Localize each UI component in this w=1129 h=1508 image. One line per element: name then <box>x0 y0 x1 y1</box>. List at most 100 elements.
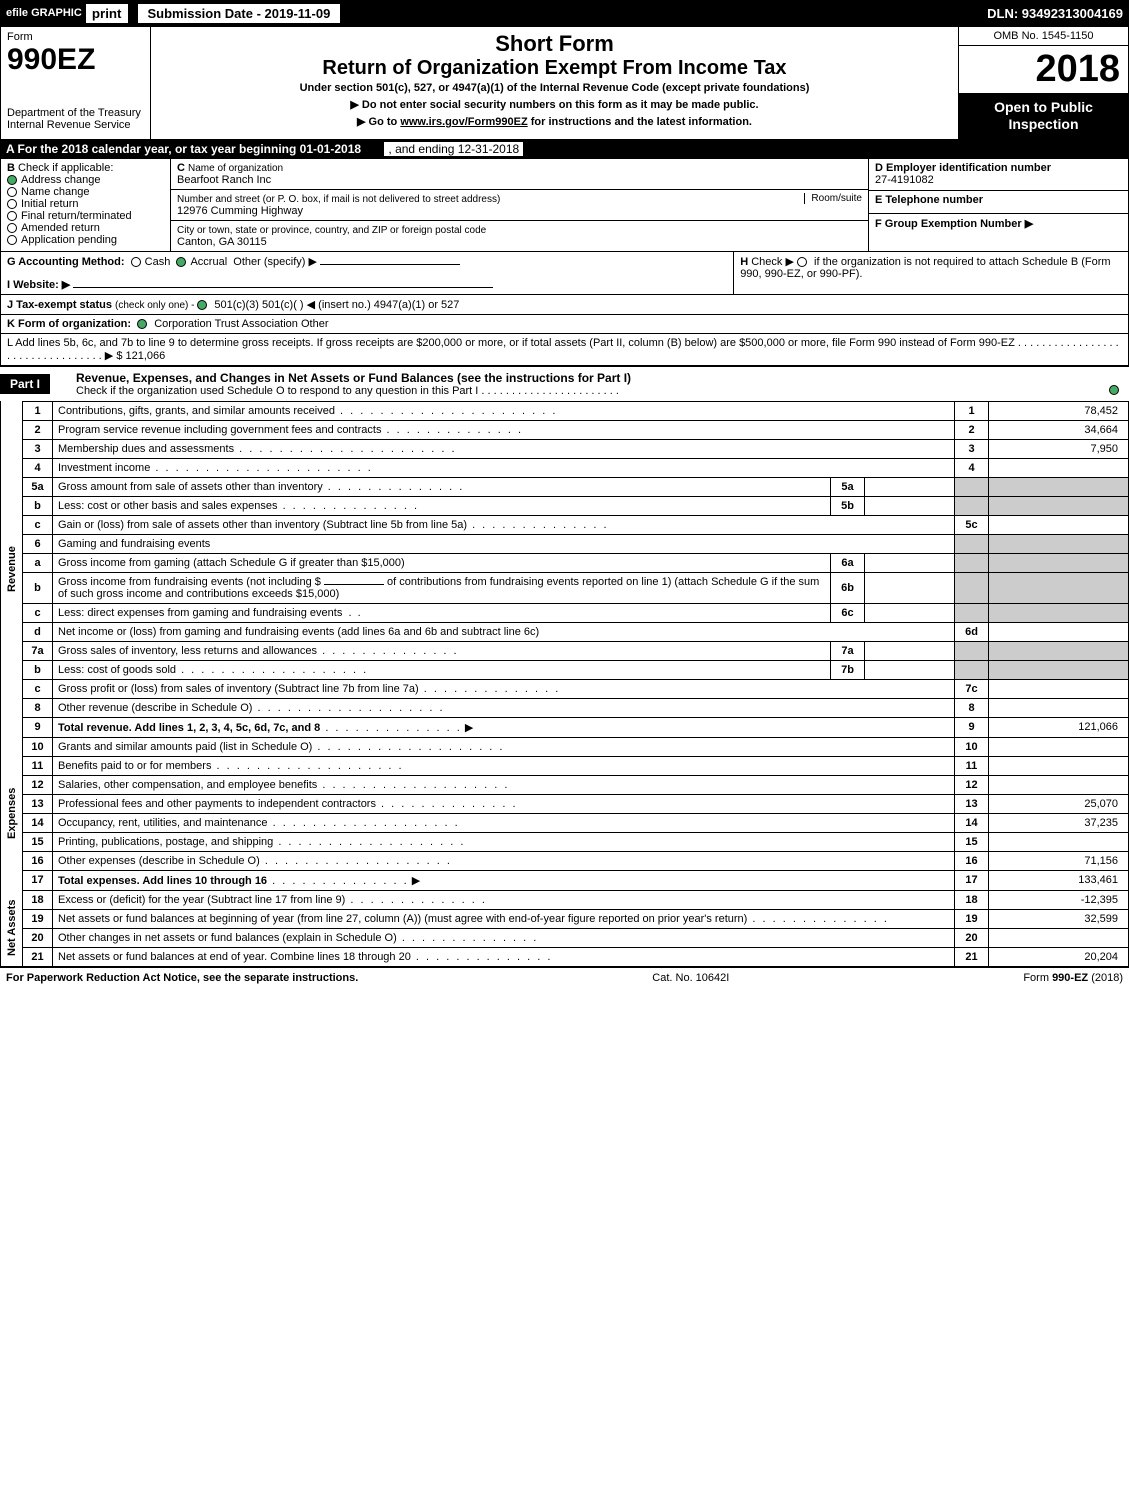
checkbox-pending[interactable] <box>7 235 17 245</box>
l15-ref: 15 <box>955 832 989 851</box>
l3-amt: 7,950 <box>989 439 1129 458</box>
l7c-ref: 7c <box>955 679 989 698</box>
l7a-num: 7a <box>23 641 53 660</box>
graphic-label: GRAPHIC <box>31 7 82 19</box>
l3-ref: 3 <box>955 439 989 458</box>
form-label: Form <box>7 31 33 43</box>
l16-amt: 71,156 <box>989 851 1129 870</box>
irs-link[interactable]: www.irs.gov/Form990EZ <box>400 116 527 128</box>
l14-ref: 14 <box>955 813 989 832</box>
checkbox-final-return[interactable] <box>7 211 17 221</box>
l10-num: 10 <box>23 737 53 756</box>
l-amount: $ 121,066 <box>116 350 165 362</box>
l5c-amt <box>989 515 1129 534</box>
l6c-sub: 6c <box>831 603 865 622</box>
checkbox-amended[interactable] <box>7 223 17 233</box>
j-opts: 501(c)(3) 501(c)( ) ◀ (insert no.) 4947(… <box>214 299 459 311</box>
l19-desc: Net assets or fund balances at beginning… <box>58 913 889 925</box>
l3-num: 3 <box>23 439 53 458</box>
l12-desc: Salaries, other compensation, and employ… <box>58 779 509 791</box>
c-name-label: Name of organization <box>188 163 283 174</box>
street-label: Number and street (or P. O. box, if mail… <box>177 194 500 205</box>
tax-year-row: A For the 2018 calendar year, or tax yea… <box>0 140 1129 158</box>
l16-desc: Other expenses (describe in Schedule O) <box>58 855 452 867</box>
l17-amt: 133,461 <box>989 870 1129 890</box>
l6b-sub: 6b <box>831 572 865 603</box>
l5a-desc: Gross amount from sale of assets other t… <box>58 481 464 493</box>
checkbox-address-change[interactable] <box>7 175 17 185</box>
part1-title: Revenue, Expenses, and Changes in Net As… <box>76 371 631 385</box>
j-detail: (check only one) - <box>115 300 197 311</box>
l5c-num: c <box>23 515 53 534</box>
l6d-amt <box>989 622 1129 641</box>
l9-ref: 9 <box>955 717 989 737</box>
sidebar-netassets: Net Assets <box>1 890 23 966</box>
checkbox-accrual[interactable] <box>176 257 186 267</box>
subtitle: Under section 501(c), 527, or 4947(a)(1)… <box>157 82 952 94</box>
page-footer: For Paperwork Reduction Act Notice, see … <box>0 967 1129 988</box>
l5b-sub: 5b <box>831 496 865 515</box>
footer-left: For Paperwork Reduction Act Notice, see … <box>6 972 358 984</box>
opt-amended: Amended return <box>21 222 100 234</box>
l5b-num: b <box>23 496 53 515</box>
l1-desc: Contributions, gifts, grants, and simila… <box>58 405 557 417</box>
b-checkif: Check if applicable: <box>18 162 113 174</box>
l2-ref: 2 <box>955 420 989 439</box>
l10-desc: Grants and similar amounts paid (list in… <box>58 741 504 753</box>
l1-amt: 78,452 <box>989 401 1129 420</box>
l21-desc: Net assets or fund balances at end of ye… <box>58 951 552 963</box>
omb-number: OMB No. 1545-1150 <box>959 27 1128 46</box>
city-label: City or town, state or province, country… <box>177 225 486 236</box>
tax-year-begin: A For the 2018 calendar year, or tax yea… <box>6 142 361 156</box>
checkbox-schedule-o[interactable] <box>1109 385 1119 395</box>
j-label: J Tax-exempt status <box>7 299 112 311</box>
instr-ssn: ▶ Do not enter social security numbers o… <box>157 98 952 111</box>
l14-num: 14 <box>23 813 53 832</box>
k-opts: Corporation Trust Association Other <box>154 318 328 330</box>
l13-desc: Professional fees and other payments to … <box>58 798 518 810</box>
l5a-num: 5a <box>23 477 53 496</box>
l13-ref: 13 <box>955 794 989 813</box>
l5a-subval <box>865 477 955 496</box>
l11-desc: Benefits paid to or for members <box>58 760 404 772</box>
l12-num: 12 <box>23 775 53 794</box>
f-label: F Group Exemption Number ▶ <box>875 218 1033 230</box>
checkbox-501c3[interactable] <box>197 300 207 310</box>
efile-label: efile <box>6 7 28 19</box>
street-value: 12976 Cumming Highway <box>177 205 303 217</box>
l6-num: 6 <box>23 534 53 553</box>
checkbox-initial-return[interactable] <box>7 199 17 209</box>
l6c-num: c <box>23 603 53 622</box>
l17-num: 17 <box>23 870 53 890</box>
checkbox-name-change[interactable] <box>7 187 17 197</box>
form-number: 990EZ <box>7 43 95 76</box>
l20-desc: Other changes in net assets or fund bala… <box>58 932 538 944</box>
org-info-grid: B Check if applicable: Address change Na… <box>0 158 1129 252</box>
l8-ref: 8 <box>955 698 989 717</box>
l5c-desc: Gain or (loss) from sale of assets other… <box>58 519 609 531</box>
l5c-ref: 5c <box>955 515 989 534</box>
l-text: L Add lines 5b, 6c, and 7b to line 9 to … <box>7 337 1119 362</box>
checkbox-cash[interactable] <box>131 257 141 267</box>
l17-desc: Total expenses. Add lines 10 through 16 <box>58 875 267 887</box>
l8-num: 8 <box>23 698 53 717</box>
l6d-num: d <box>23 622 53 641</box>
l2-num: 2 <box>23 420 53 439</box>
l12-ref: 12 <box>955 775 989 794</box>
l3-desc: Membership dues and assessments <box>58 443 457 455</box>
print-button[interactable]: print <box>85 3 129 24</box>
l17-ref: 17 <box>955 870 989 890</box>
checkbox-schedule-b[interactable] <box>797 257 807 267</box>
l2-amt: 34,664 <box>989 420 1129 439</box>
l4-desc: Investment income <box>58 462 373 474</box>
irs-label: Internal Revenue Service <box>7 119 144 131</box>
sidebar-expenses: Expenses <box>1 737 23 890</box>
l13-amt: 25,070 <box>989 794 1129 813</box>
l20-num: 20 <box>23 928 53 947</box>
checkbox-corp[interactable] <box>137 319 147 329</box>
tax-year-end: , and ending 12-31-2018 <box>384 142 523 156</box>
form-header: Form 990EZ Department of the Treasury In… <box>0 26 1129 140</box>
l6d-ref: 6d <box>955 622 989 641</box>
l9-desc: Total revenue. Add lines 1, 2, 3, 4, 5c,… <box>58 722 320 734</box>
footer-mid: Cat. No. 10642I <box>652 972 729 984</box>
